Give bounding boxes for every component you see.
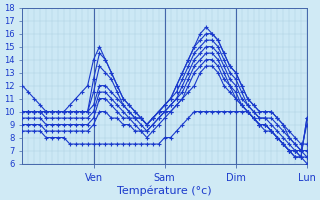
X-axis label: Température (°c): Température (°c) [117,185,212,196]
